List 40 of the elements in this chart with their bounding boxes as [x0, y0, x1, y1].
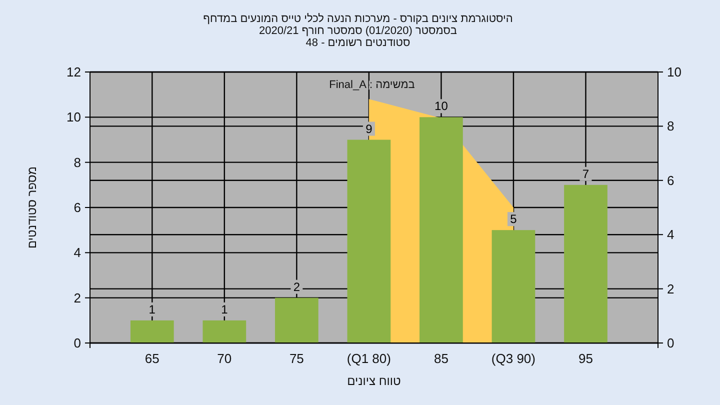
x-tick-label: 85: [434, 351, 448, 366]
data-label: 5: [510, 212, 518, 226]
text: במשימה : Final_A: [329, 79, 416, 91]
y2-tick-label: 8: [667, 118, 674, 134]
data-label: 7: [582, 166, 590, 181]
chart-title: היסטוגרמת ציונים בקורס - מערכות הנעה לכלי טייס המונעים במדחף: [203, 13, 513, 25]
text: סטודנטים רשומים - 48: [306, 37, 410, 49]
bar: [202, 320, 246, 343]
y2-tick-label: 0: [667, 336, 674, 350]
data-label: 2: [293, 280, 300, 294]
data-label: 9: [366, 122, 373, 136]
y-tick-label: 10: [66, 110, 81, 125]
bar: [420, 117, 463, 343]
y2-tick-label: 10: [667, 64, 682, 80]
y-axis-title: מספר סטודנטים: [25, 166, 39, 249]
y-tick-label: 0: [74, 336, 81, 350]
bar: [492, 230, 536, 343]
data-label: 1: [221, 302, 228, 316]
x-tick-label: (Q3 90): [491, 351, 536, 366]
y-tick-label: 8: [74, 154, 81, 170]
y-tick-label: 12: [66, 64, 81, 80]
y-tick-label: 4: [74, 245, 81, 260]
data-label: 1: [148, 302, 156, 316]
chart-subtitle: בסמסטר (01/2020) סמסטר חורף 2020/21: [258, 25, 458, 37]
x-tick-label: 95: [578, 351, 593, 366]
bar: [347, 140, 391, 343]
x-tick-label: 70: [217, 351, 232, 366]
x-axis-title: טווח ציונים: [347, 374, 402, 388]
y2-tick-label: 4: [667, 227, 674, 242]
bar: [274, 298, 318, 343]
x-tick-label: (Q1 80): [346, 351, 391, 366]
y-tick-label: 2: [74, 290, 81, 306]
x-tick-label: 65: [144, 351, 160, 366]
y2-tick-label: 6: [667, 172, 674, 188]
y2-tick-label: 2: [667, 281, 674, 296]
bar: [564, 184, 608, 343]
y-tick-label: 6: [74, 200, 81, 215]
bar: [130, 320, 174, 343]
x-tick-label: 75: [289, 351, 304, 366]
data-label: 10: [434, 99, 448, 114]
